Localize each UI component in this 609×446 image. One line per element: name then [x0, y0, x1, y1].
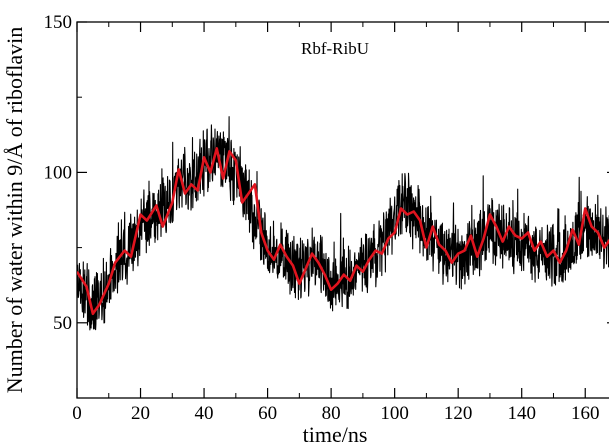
x-axis-ticks: 0 20 40 60 80 100 120 140 160	[72, 22, 599, 424]
y-axis-label: Number of water within 9/Å of riboflavin	[2, 27, 27, 394]
series-line-average	[77, 147, 609, 316]
x-tick-label-100: 100	[380, 403, 409, 424]
x-tick-label-140: 140	[507, 403, 536, 424]
chart-annotation: Rbf-RibU	[301, 39, 369, 58]
x-tick-label-120: 120	[444, 403, 473, 424]
y-tick-label-150: 150	[44, 12, 73, 33]
y-axis-ticks: 50 100 150	[44, 12, 609, 334]
x-tick-label-0: 0	[72, 403, 82, 424]
y-tick-label-50: 50	[53, 313, 72, 334]
x-tick-label-160: 160	[571, 403, 600, 424]
series-layer	[77, 116, 609, 331]
plot-frame	[76, 21, 609, 399]
x-axis-label: time/ns	[303, 422, 368, 446]
x-tick-label-80: 80	[322, 403, 341, 424]
y-tick-label-100: 100	[44, 162, 73, 183]
series-line-raw	[77, 116, 609, 331]
x-tick-label-40: 40	[195, 403, 214, 424]
x-tick-label-20: 20	[131, 403, 150, 424]
x-tick-label-60: 60	[258, 403, 277, 424]
